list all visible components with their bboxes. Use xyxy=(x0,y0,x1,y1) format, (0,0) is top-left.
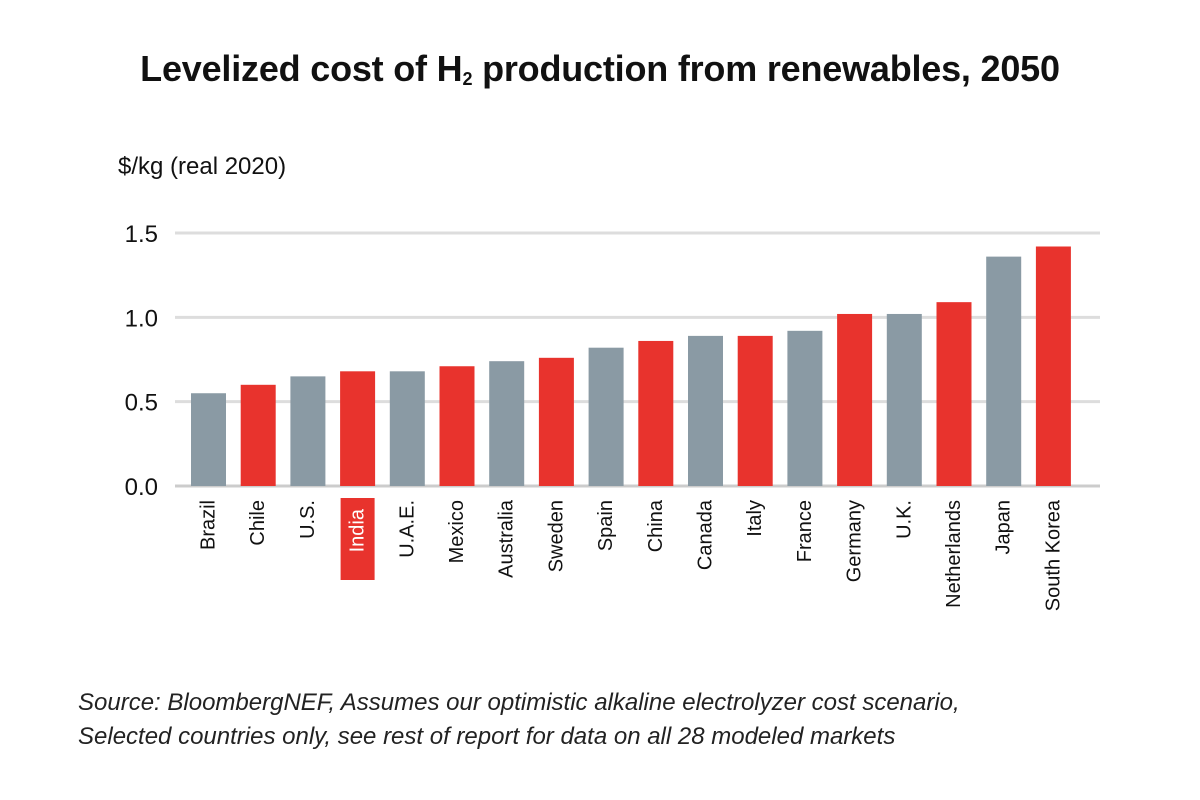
bar-italy xyxy=(737,335,773,486)
category-label: Italy xyxy=(744,500,766,537)
source-line-2: Selected countries only, see rest of rep… xyxy=(78,723,896,750)
bar-spain xyxy=(588,347,624,486)
y-tick-label: 0.5 xyxy=(125,390,158,417)
category-label: Mexico xyxy=(446,500,468,563)
category-label: Canada xyxy=(695,499,717,570)
category-label: Sweden xyxy=(545,500,567,572)
x-tick-label: China xyxy=(645,499,667,552)
category-label: France xyxy=(794,500,816,562)
x-tick-label: Brazil xyxy=(198,500,220,550)
category-label: Spain xyxy=(595,500,617,551)
category-label: U.K. xyxy=(893,500,915,539)
x-tick-label: U.K. xyxy=(893,500,915,539)
category-label: Japan xyxy=(993,500,1015,555)
bar-india xyxy=(340,371,376,486)
category-label: U.A.E. xyxy=(396,500,418,558)
x-tick-label: Germany xyxy=(844,500,866,582)
highlight-label-background xyxy=(340,498,375,580)
x-tick-label: U.S. xyxy=(297,500,319,539)
x-tick-label: Australia xyxy=(496,499,518,578)
bar-south-korea xyxy=(1035,246,1071,486)
y-axis-unit-label: $/kg (real 2020) xyxy=(118,153,287,180)
category-label: U.S. xyxy=(297,500,319,539)
chart-title: Levelized cost of H2 production from ren… xyxy=(140,48,1060,89)
x-tick-label: India xyxy=(340,498,375,580)
category-label: South Korea xyxy=(1042,499,1064,611)
bar-japan xyxy=(986,256,1022,486)
bar-mexico xyxy=(439,366,475,486)
x-tick-label: Italy xyxy=(744,500,766,537)
bar-chile xyxy=(240,384,276,486)
x-tick-label: Spain xyxy=(595,500,617,551)
bar-france xyxy=(787,330,823,486)
y-tick-label: 1.0 xyxy=(125,305,158,332)
x-tick-label: Netherlands xyxy=(943,500,965,608)
category-label: Germany xyxy=(844,500,866,582)
bar-germany xyxy=(837,313,873,486)
bar-sweden xyxy=(538,357,574,486)
category-label: China xyxy=(645,499,667,552)
x-tick-label: France xyxy=(794,500,816,562)
x-tick-label: Sweden xyxy=(545,500,567,572)
x-tick-label: Japan xyxy=(993,500,1015,555)
category-label: Brazil xyxy=(198,500,220,550)
category-label: Chile xyxy=(247,500,269,546)
y-tick-label: 0.0 xyxy=(125,474,158,501)
category-label: Australia xyxy=(496,499,518,578)
bar-brazil xyxy=(191,393,226,486)
bar-u-s xyxy=(290,376,326,486)
category-label: Netherlands xyxy=(943,500,965,608)
bar-chart: 0.0 0.5 1.0 1.5 Brazil Chile U.S. India U.A.E. Me… xyxy=(125,221,1100,611)
bar-netherlands xyxy=(936,302,972,486)
bar-u-k xyxy=(886,313,922,486)
x-tick-label: U.A.E. xyxy=(396,500,418,558)
source-note: Source: BloombergNEF, Assumes our optimi… xyxy=(78,686,1178,754)
y-tick-label: 1.5 xyxy=(125,221,158,248)
bar-u-a-e xyxy=(389,371,425,486)
category-label: India xyxy=(347,508,369,552)
bar-australia xyxy=(489,361,525,486)
x-tick-label: Canada xyxy=(695,499,717,570)
x-tick-label: Mexico xyxy=(446,500,468,563)
x-tick-label: Chile xyxy=(247,500,269,546)
bar-china xyxy=(638,340,674,486)
bar-canada xyxy=(688,335,723,486)
source-line-1: Source: BloombergNEF, Assumes our optimi… xyxy=(78,689,960,716)
x-tick-label: South Korea xyxy=(1042,499,1064,611)
